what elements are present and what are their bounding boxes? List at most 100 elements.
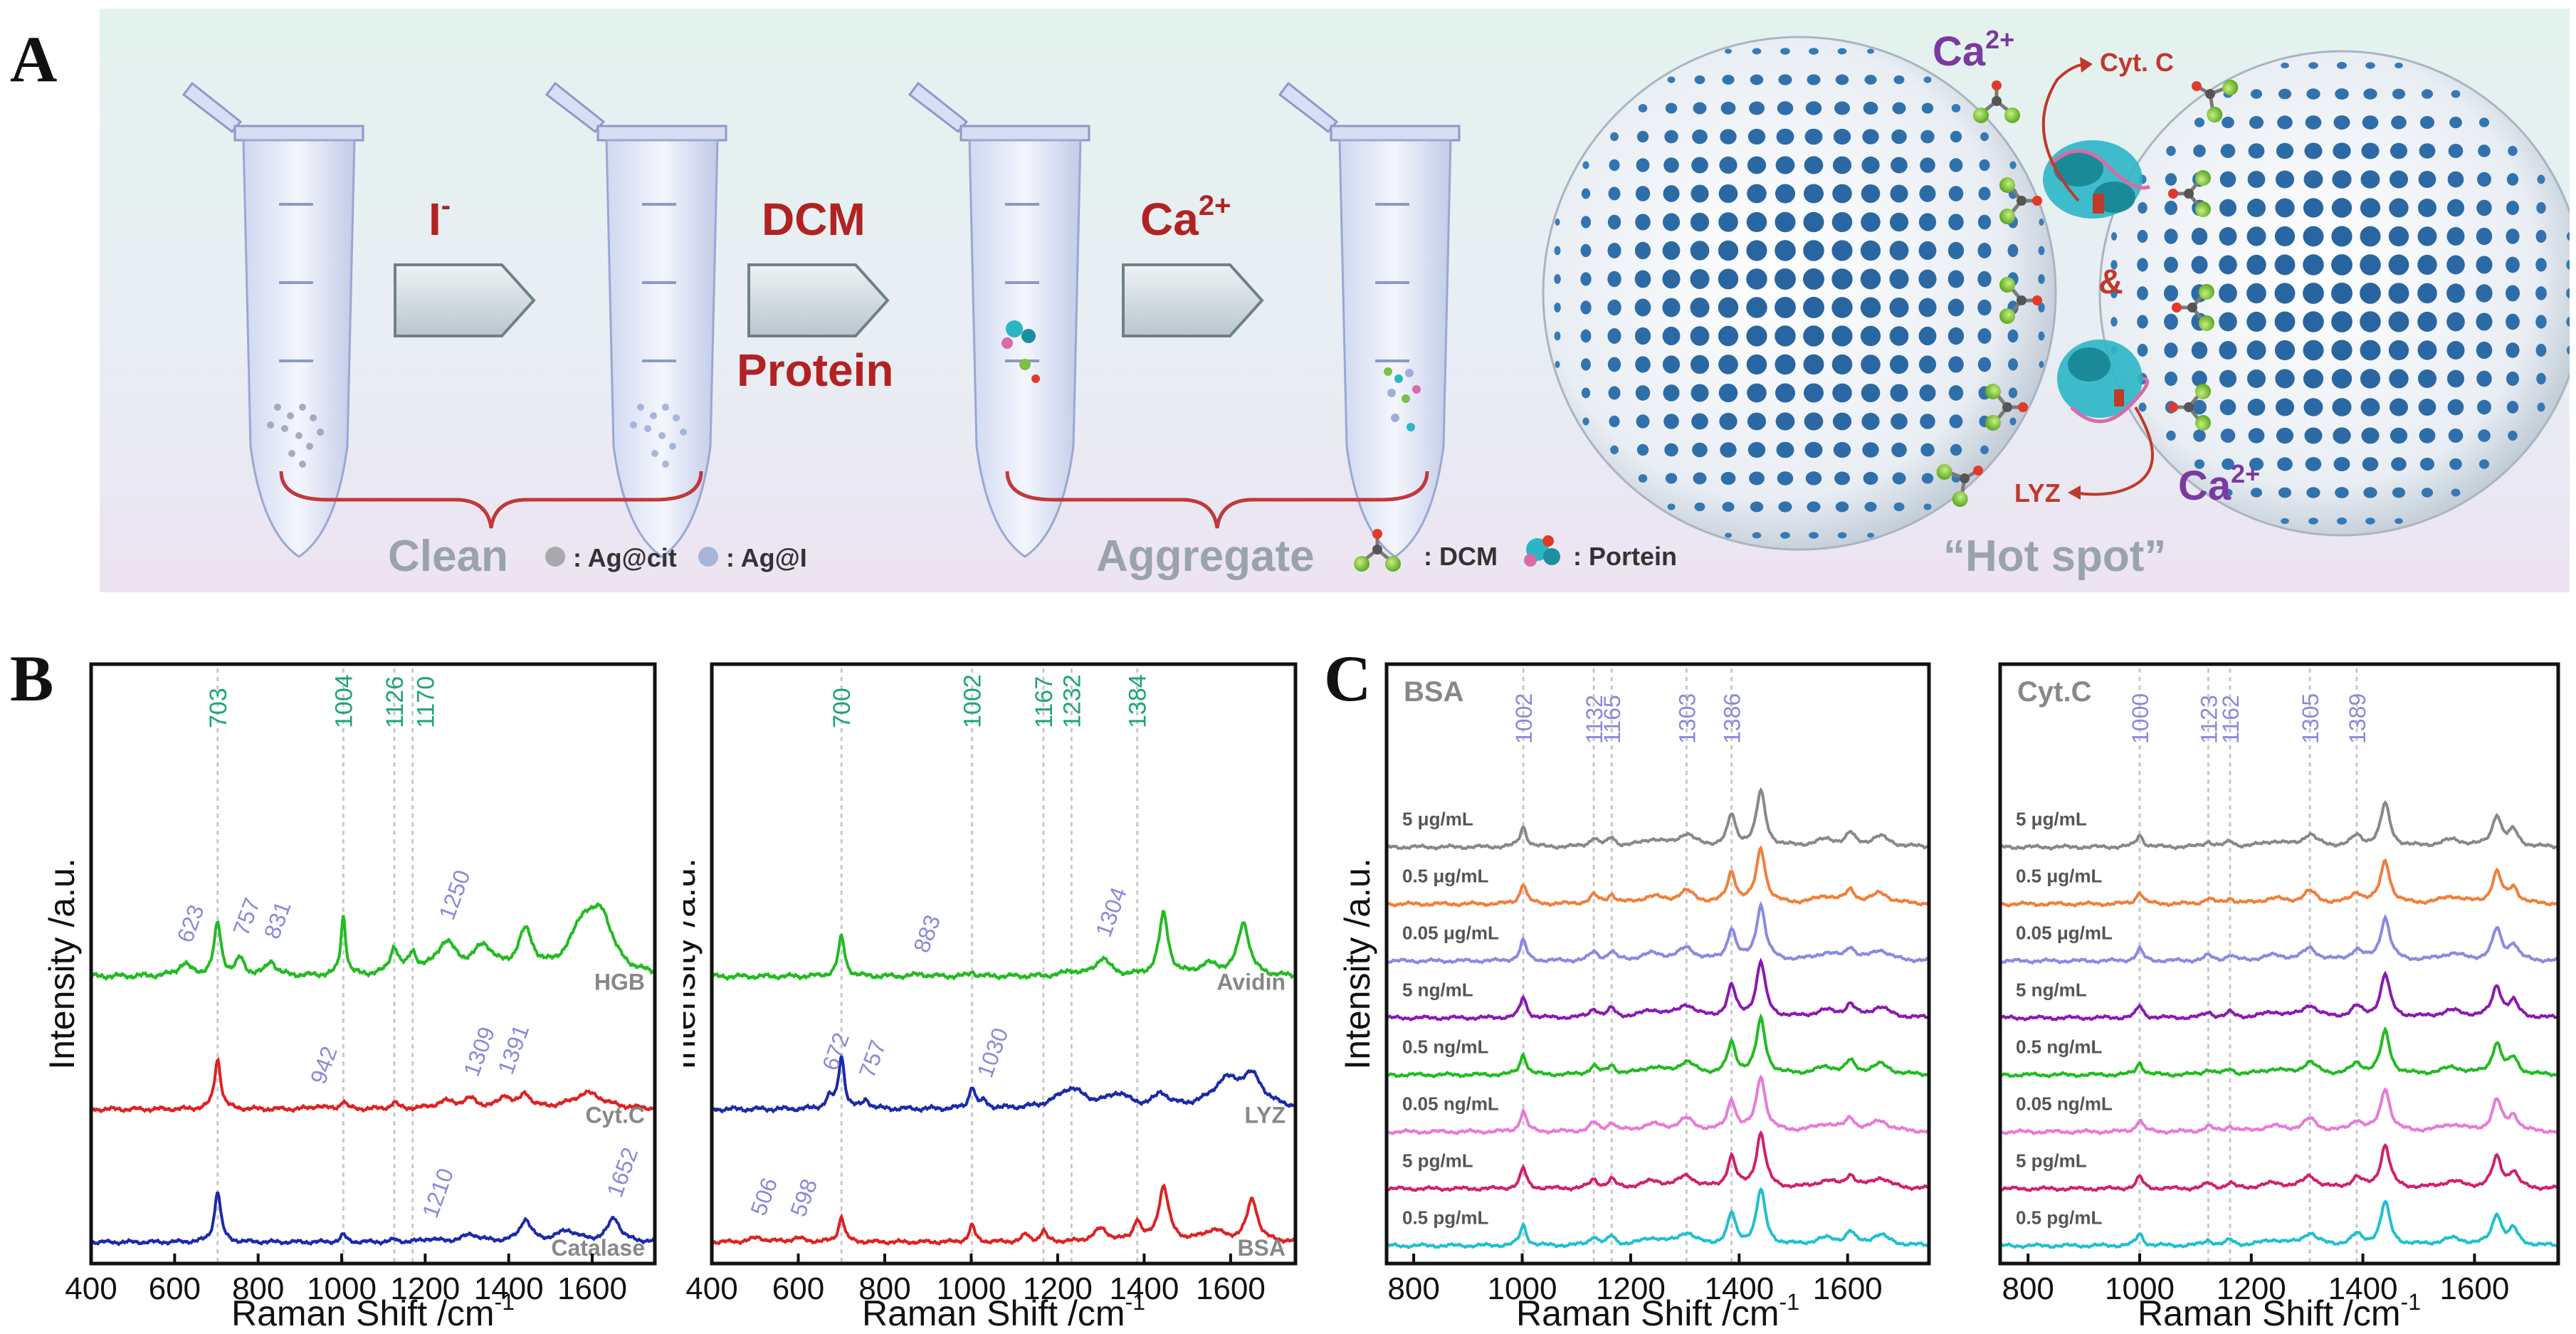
x-tick-label: 800 xyxy=(232,1271,284,1306)
concentration-label: 0.5 μg/mL xyxy=(2016,866,2102,887)
agcit-legend-dot xyxy=(545,547,565,567)
x-tick-label: 800 xyxy=(1387,1271,1439,1306)
silver-nanoparticle-right xyxy=(2098,50,2570,537)
concentration-label: 0.05 μg/mL xyxy=(2016,923,2113,944)
y-axis-label: Intensity /a.u. xyxy=(42,858,82,1069)
agcit-particles xyxy=(267,404,324,468)
agi-legend-dot xyxy=(698,547,718,567)
protein-legend-icon xyxy=(1524,535,1560,567)
raman-chart-c2: Raman Shift /cm-1 5 μg/mL 0.5 μg/mL 0.05 μg… xyxy=(1998,662,2560,1331)
x-tick-label: 400 xyxy=(685,1271,737,1306)
peak-label-top: 1002 xyxy=(1511,693,1537,744)
tube-4-aggregate xyxy=(1384,367,1421,431)
concentration-label: 0.05 ng/mL xyxy=(1402,1093,1499,1115)
peak-label: 1210 xyxy=(417,1165,458,1221)
and-label: & xyxy=(2098,263,2123,301)
x-tick-label: 1000 xyxy=(1488,1271,1557,1306)
peak-label-top: 1389 xyxy=(2345,693,2370,744)
arrow-step-2 xyxy=(747,263,889,337)
concentration-label: 0.05 μg/mL xyxy=(1402,923,1499,944)
peak-label-top: 1000 xyxy=(2128,693,2153,744)
cytc-pointer-arrow xyxy=(2041,63,2086,202)
peak-label-green: 1170 xyxy=(412,676,439,728)
y-axis-label: Intensity /a.u. xyxy=(683,858,703,1069)
hotspot-label: “Hot spot” xyxy=(1943,532,2166,581)
plot-frame xyxy=(1998,662,2560,1266)
peak-label: 942 xyxy=(305,1043,342,1087)
calcium-label-bottom: Ca2+ xyxy=(2178,459,2260,509)
x-tick-label: 1400 xyxy=(474,1271,544,1306)
step-label-iodide: I- xyxy=(429,190,451,245)
peak-label-green: 1002 xyxy=(960,674,987,728)
silver-nanoparticle-left xyxy=(1542,36,2057,551)
concentration-label: 5 ng/mL xyxy=(2016,980,2087,1001)
spectrum-line xyxy=(710,1183,1297,1246)
peak-label-green: 703 xyxy=(205,688,232,728)
spectrum-line xyxy=(1999,799,2559,851)
peak-label-green: 1126 xyxy=(382,676,409,728)
protein-cytc xyxy=(2043,140,2151,219)
x-axis-label: Raman Shift /cm-1 xyxy=(2138,1289,2421,1331)
x-tick-label: 600 xyxy=(772,1271,824,1306)
dcm-legend-label: : DCM xyxy=(1424,542,1498,571)
peak-label-top: 1123 xyxy=(2196,695,2222,744)
concentration-label: 0.5 ng/mL xyxy=(2016,1036,2102,1058)
spectrum-line xyxy=(1385,1013,1930,1078)
panel-label-a: A xyxy=(10,23,58,95)
series-label: Cyt.C xyxy=(585,1102,645,1128)
x-tick-label: 1600 xyxy=(1813,1271,1883,1306)
concentration-label: 5 ng/mL xyxy=(1402,980,1473,1001)
x-tick-label: 1000 xyxy=(936,1271,1006,1306)
spectrum-line xyxy=(1999,858,2559,908)
concentration-label: 0.05 ng/mL xyxy=(2016,1093,2113,1115)
lyz-label: LYZ xyxy=(2014,478,2061,508)
concentration-label: 0.5 μg/mL xyxy=(1402,866,1488,887)
spectrum-line xyxy=(1386,1130,1930,1192)
peak-label: 757 xyxy=(854,1036,891,1081)
series-label: HGB xyxy=(594,970,645,995)
agi-particles xyxy=(630,404,687,468)
spectrum-line xyxy=(1999,913,2560,965)
clean-brace xyxy=(279,471,703,529)
arrow-step-1 xyxy=(394,263,535,337)
x-tick-label: 1200 xyxy=(2217,1271,2286,1306)
x-tick-label: 1000 xyxy=(307,1271,377,1306)
lyz-pointer-arrow xyxy=(2074,406,2154,496)
cytc-label: Cyt. C xyxy=(2100,48,2174,77)
x-axis-label: Raman Shift /cm-1 xyxy=(862,1289,1145,1331)
chart-title: Cyt.C xyxy=(2017,676,2091,708)
x-tick-label: 800 xyxy=(2002,1271,2054,1306)
spectrum-line xyxy=(1999,1087,2560,1135)
peak-label: 623 xyxy=(172,901,209,945)
peak-label-top: 1303 xyxy=(1674,693,1700,744)
spectrum-line xyxy=(1386,1187,1930,1250)
x-axis-label: Raman Shift /cm-1 xyxy=(231,1289,515,1331)
peak-label-green: 1167 xyxy=(1031,676,1058,728)
peak-label: 506 xyxy=(745,1175,782,1219)
step-label-dcm: DCM xyxy=(762,194,866,245)
agi-legend-label: : Ag@I xyxy=(726,543,807,572)
panel-label-b: B xyxy=(10,642,54,715)
x-tick-label: 1200 xyxy=(1596,1271,1666,1306)
spectrum-line xyxy=(90,1056,656,1114)
x-tick-label: 1400 xyxy=(1109,1271,1179,1306)
peak-label: 1391 xyxy=(493,1021,534,1078)
x-tick-label: 1400 xyxy=(2328,1271,2398,1306)
spectrum-line xyxy=(1386,787,1930,851)
peak-label-top: 1132 xyxy=(1582,695,1607,744)
peak-label-top: 1305 xyxy=(2298,693,2323,744)
peak-label-green: 1384 xyxy=(1125,674,1152,728)
spectrum-line xyxy=(1385,900,1930,965)
clean-label: Clean xyxy=(388,532,508,581)
concentration-label: 5 pg/mL xyxy=(2016,1150,2087,1172)
spectrum-line xyxy=(90,902,656,982)
peak-label: 1309 xyxy=(458,1024,500,1080)
aggregate-label: Aggregate xyxy=(1096,532,1315,581)
protein-legend-label: : Portein xyxy=(1573,542,1677,571)
agcit-legend-label: : Ag@cit xyxy=(573,543,677,572)
x-tick-label: 1000 xyxy=(2105,1271,2175,1306)
peak-label-top: 1162 xyxy=(2218,695,2244,744)
peak-label: 1304 xyxy=(1090,884,1132,940)
x-tick-label: 400 xyxy=(65,1271,117,1306)
